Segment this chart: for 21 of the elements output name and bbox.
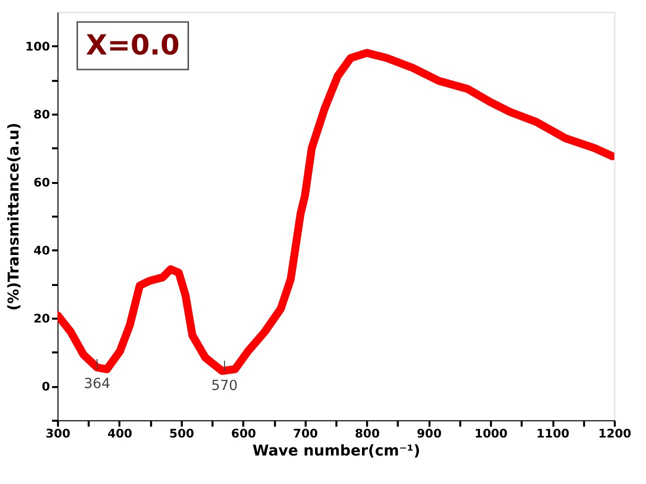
x-tick-label: 400 <box>107 426 132 441</box>
x-tick-label: 1200 <box>598 426 632 441</box>
y-tick-label: 20 <box>34 312 50 326</box>
x-tick-label: 1000 <box>474 426 508 441</box>
x-tick-label: 700 <box>293 426 318 441</box>
text: X=0.0 <box>86 28 180 62</box>
y-tick-label: 40 <box>34 244 50 258</box>
x-tick-label: 800 <box>354 426 380 441</box>
x-tick-label: 300 <box>46 426 70 441</box>
x-tick-label: 600 <box>231 426 256 441</box>
y-tick-label: 80 <box>34 108 50 122</box>
y-tick-label: 0 <box>42 380 50 394</box>
x-axis-title: Wave number(cm⁻¹) <box>252 441 420 460</box>
annotation: 570 <box>211 378 238 394</box>
y-tick-label: 60 <box>34 176 50 190</box>
y-axis-title: (%)Transmittance(a.u) <box>4 122 22 311</box>
x-tick-label: 500 <box>169 426 194 441</box>
y-tick-label: 100 <box>25 40 50 54</box>
x-tick-label: 1100 <box>536 426 570 441</box>
x-tick-label: 900 <box>416 426 442 441</box>
annotation: 364 <box>84 376 110 392</box>
